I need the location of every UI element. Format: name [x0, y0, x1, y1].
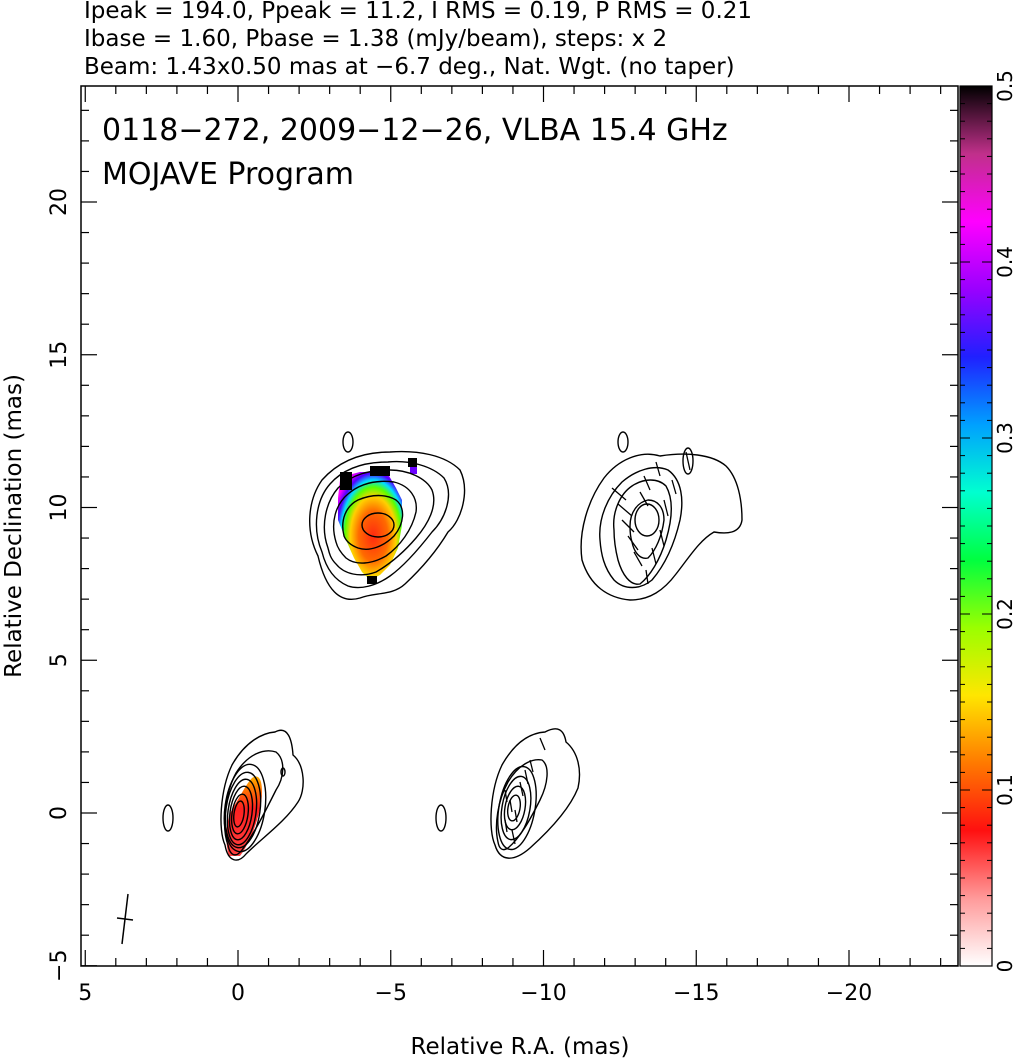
jet-contour — [613, 479, 672, 585]
colorbar: 0 0.1 0.2 0.3 0.4 0.5 — [959, 70, 1017, 973]
evpa-stick — [645, 569, 649, 585]
jet-contour — [342, 431, 354, 453]
plot-frame — [80, 85, 959, 967]
evpa-stick — [633, 551, 643, 567]
stokes-i-contours-right — [435, 431, 743, 859]
colorbar-tick-label: 0 — [993, 960, 1017, 973]
header-line-3: Beam: 1.43x0.50 mas at −6.7 deg., Nat. W… — [84, 54, 735, 80]
beam-minor-axis — [116, 917, 134, 921]
evpa-stick — [504, 819, 508, 833]
y-axis: −5 0 5 10 15 20 — [47, 109, 958, 982]
jet-contour — [332, 480, 417, 564]
evpa-stick — [617, 503, 633, 517]
jet-contour — [629, 499, 665, 559]
evpa-stick — [655, 461, 661, 477]
evpa-stick — [524, 769, 529, 785]
y-tick-label: 15 — [47, 341, 72, 369]
y-axis-title: Relative Declination (mas) — [1, 374, 27, 678]
x-tick-label: 0 — [231, 981, 245, 1006]
jet-contour — [315, 460, 450, 589]
evpa-stick — [529, 759, 534, 773]
colorbar-tick-label: 0.3 — [993, 422, 1017, 454]
header-line-1: Ipeak = 194.0, Ppeak = 11.2, I RMS = 0.1… — [84, 0, 752, 24]
jet-contour — [342, 494, 404, 550]
x-tick-label: 5 — [78, 981, 92, 1006]
x-tick-label: −5 — [375, 981, 407, 1006]
evpa-stick — [514, 809, 518, 823]
evpa-stick — [611, 487, 627, 501]
plot-title-source: 0118−272, 2009−12−26, VLBA 15.4 GHz — [102, 113, 728, 148]
jet-contour — [580, 453, 743, 601]
y-tick-label: 0 — [47, 806, 72, 820]
core-contour — [220, 729, 304, 861]
colorbar-tick-label: 0.1 — [993, 774, 1017, 806]
polarization-color-fills — [226, 458, 417, 856]
plot-title-program: MOJAVE Program — [102, 157, 354, 192]
evpa-stick — [671, 479, 677, 495]
colorbar-gradient — [959, 85, 993, 967]
core-contour — [162, 804, 174, 832]
colorbar-tick-label: 0.4 — [993, 246, 1017, 278]
core-contour — [500, 775, 532, 841]
core-contour — [233, 800, 245, 828]
jet-contour — [634, 503, 660, 537]
jet-polarization-fill — [338, 470, 402, 580]
x-tick-label: −20 — [826, 981, 872, 1006]
evpa-stick — [643, 475, 651, 491]
y-tick-label: 10 — [47, 494, 72, 522]
jet-contour — [617, 431, 629, 453]
core-contour — [280, 767, 286, 777]
jet-contour — [361, 512, 395, 538]
jet-contour — [682, 447, 694, 475]
y-tick-label: 20 — [47, 188, 72, 216]
jet-contour — [323, 469, 435, 576]
stokes-i-contours-left — [162, 431, 466, 861]
core-contour — [223, 763, 267, 853]
evpa-stick — [511, 829, 516, 845]
x-axis-title: Relative R.A. (mas) — [411, 1034, 630, 1060]
jet-polarization-pixel — [410, 467, 417, 474]
evpa-stick — [504, 789, 508, 803]
evpa-stick — [539, 737, 546, 751]
evpa-stick — [685, 451, 691, 471]
evpa-stick — [663, 499, 669, 517]
y-tick-label: 5 — [47, 653, 72, 667]
colorbar-tick-label: 0.5 — [993, 70, 1017, 102]
core-contour — [497, 765, 537, 851]
evpa-stick — [627, 535, 639, 551]
evpa-stick — [519, 781, 524, 797]
core-contour — [490, 728, 581, 859]
colorbar-tick-label: 0.2 — [993, 598, 1017, 630]
core-contour — [228, 785, 254, 841]
core-contour — [226, 778, 258, 846]
x-axis: 5 0 −5 −10 −15 −20 — [78, 86, 942, 1006]
evpa-stick — [659, 529, 665, 547]
polarization-vectors — [504, 451, 691, 845]
evpa-stick — [509, 799, 513, 813]
beam-marker — [116, 893, 134, 945]
jet-contour — [599, 466, 683, 589]
core-contour — [224, 771, 262, 849]
core-contour — [230, 793, 250, 835]
x-tick-label: −10 — [520, 981, 566, 1006]
x-tick-label: −15 — [673, 981, 719, 1006]
core-contour — [435, 804, 447, 832]
core-contour — [506, 794, 522, 822]
header-line-2: Ibase = 1.60, Pbase = 1.38 (mJy/beam), s… — [84, 26, 667, 52]
y-tick-label: −5 — [47, 950, 72, 982]
jet-contour — [309, 450, 466, 600]
core-contour — [503, 785, 527, 831]
evpa-stick — [621, 519, 635, 533]
evpa-stick — [639, 491, 649, 507]
core-contour — [495, 758, 548, 851]
jet-polarization-pixel — [367, 576, 377, 584]
evpa-stick — [651, 547, 657, 565]
